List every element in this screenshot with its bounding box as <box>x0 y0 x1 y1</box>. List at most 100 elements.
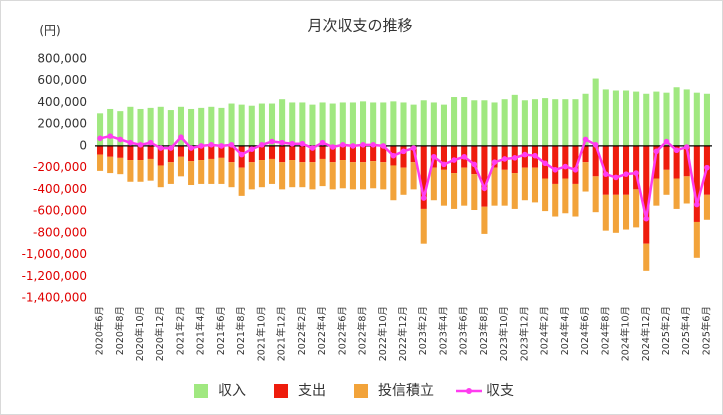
y-tick-label: 800,000 <box>37 52 87 66</box>
bar <box>653 91 660 146</box>
bar <box>208 158 215 184</box>
balance-marker <box>532 152 538 159</box>
balance-marker <box>107 133 113 139</box>
bar <box>380 162 387 190</box>
x-tick-label: 2021年10月 <box>255 306 267 361</box>
bar <box>673 87 680 146</box>
y-tick-label: -400,000 <box>33 182 87 196</box>
bar <box>349 102 356 146</box>
bar <box>117 111 124 146</box>
legend-label: 収入 <box>218 383 246 399</box>
bar <box>238 104 245 146</box>
balance-marker <box>248 146 255 152</box>
balance-marker <box>218 143 225 149</box>
bar <box>582 145 589 163</box>
bar <box>137 160 144 182</box>
x-tick-label: 2022年8月 <box>357 306 369 355</box>
balance-marker <box>198 143 205 149</box>
balance-marker <box>704 164 710 171</box>
bar <box>521 100 528 146</box>
bar <box>167 162 174 184</box>
bar <box>137 108 144 146</box>
bar <box>511 173 518 209</box>
bar <box>491 102 498 146</box>
bar <box>360 101 367 146</box>
balance-marker <box>501 156 508 162</box>
bar <box>198 145 205 161</box>
bar <box>208 106 215 146</box>
bar <box>279 99 286 146</box>
bar <box>491 145 498 168</box>
y-tick-label: 400,000 <box>37 95 87 109</box>
balance-marker <box>542 160 548 167</box>
bar <box>461 97 468 146</box>
bar <box>137 145 144 161</box>
bar <box>228 162 235 188</box>
bar <box>703 93 710 146</box>
bar <box>127 160 134 182</box>
balance-marker <box>441 161 447 168</box>
bar <box>683 176 690 204</box>
bar <box>248 145 255 163</box>
x-tick-label: 2022年6月 <box>336 306 348 355</box>
balance-marker <box>370 142 376 148</box>
balance-marker <box>623 171 629 177</box>
x-tick-label: 2023年4月 <box>437 306 449 355</box>
bar <box>633 145 640 190</box>
bar <box>683 89 690 146</box>
balance-marker <box>279 139 285 146</box>
balance-marker <box>471 161 478 168</box>
bar <box>299 145 306 163</box>
bar <box>177 106 185 146</box>
bar <box>258 160 265 188</box>
balance-marker <box>117 136 124 143</box>
balance-marker <box>663 138 670 145</box>
bar <box>420 145 427 209</box>
x-tick-label: 2022年2月 <box>296 306 308 355</box>
x-tick-label: 2024年12月 <box>640 306 652 361</box>
balance-marker <box>582 136 589 143</box>
bar <box>127 145 134 161</box>
bar <box>157 145 164 166</box>
bar <box>167 110 174 146</box>
bar <box>309 145 316 163</box>
bar <box>572 99 579 146</box>
bar <box>562 178 569 214</box>
bar <box>289 160 296 188</box>
bar <box>622 145 630 195</box>
bar <box>562 145 569 179</box>
bar <box>198 160 205 184</box>
bar <box>390 101 397 146</box>
bar <box>602 89 609 146</box>
y-tick-label: -200,000 <box>33 160 87 174</box>
x-tick-label: 2021年6月 <box>215 306 227 355</box>
bar <box>481 100 488 146</box>
bar <box>531 99 539 146</box>
bar <box>440 145 447 170</box>
bar <box>258 103 265 146</box>
bar <box>248 105 255 146</box>
bar <box>542 98 549 146</box>
bar <box>592 145 599 177</box>
balance-marker <box>522 151 528 158</box>
balance-marker <box>451 157 457 163</box>
bar <box>643 93 650 146</box>
bar <box>410 162 417 190</box>
y-tick-label: 200,000 <box>37 117 87 131</box>
legend-label: 収支 <box>486 383 514 399</box>
bar <box>360 162 367 190</box>
x-tick-label: 2024年10月 <box>620 306 632 361</box>
bar <box>531 167 539 203</box>
bar <box>562 99 569 146</box>
bar <box>117 157 124 175</box>
bar <box>703 194 710 220</box>
bar <box>390 165 397 201</box>
bar <box>643 145 650 244</box>
bar <box>360 145 367 163</box>
bar <box>683 145 690 177</box>
x-tick-label: 2021年4月 <box>195 306 207 355</box>
bar <box>612 90 619 146</box>
bar <box>188 145 195 162</box>
balance-marker <box>147 139 154 146</box>
bar <box>268 145 276 159</box>
